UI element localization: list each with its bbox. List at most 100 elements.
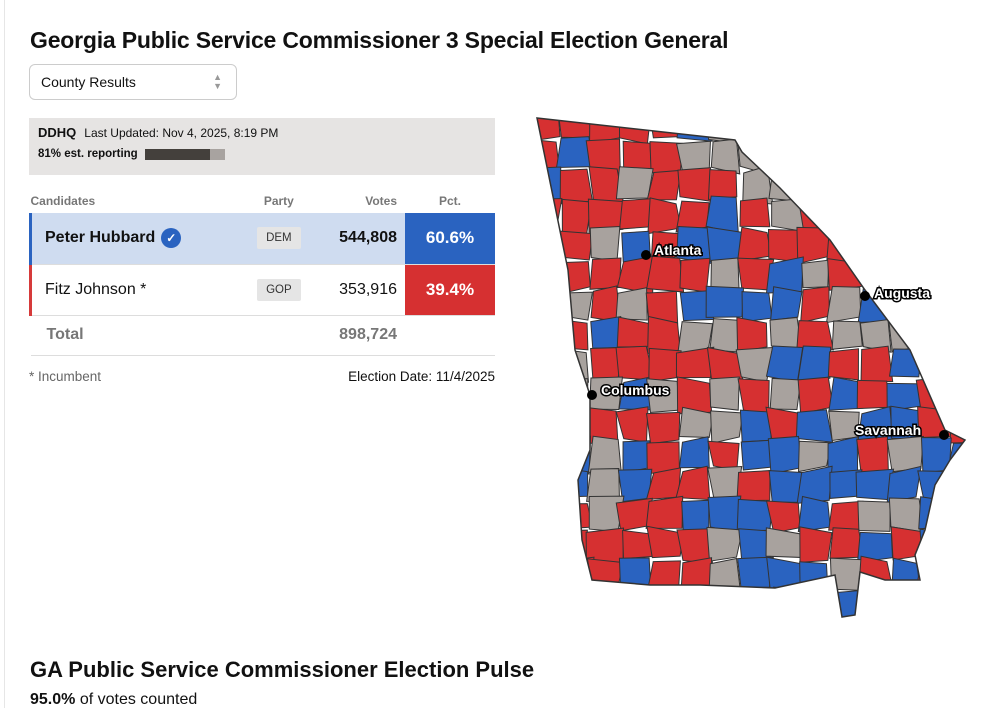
county[interactable] [948,348,970,384]
county[interactable] [827,197,863,234]
county[interactable] [828,135,860,173]
county[interactable] [856,168,888,204]
county[interactable] [532,256,564,291]
county[interactable] [796,590,835,623]
county[interactable] [796,619,827,630]
county[interactable] [677,616,709,630]
county[interactable] [706,587,739,620]
county[interactable] [915,557,952,588]
county[interactable] [736,316,768,353]
county[interactable] [887,621,919,630]
county[interactable] [649,588,685,618]
county[interactable] [650,231,683,265]
county[interactable] [736,470,771,502]
county[interactable] [946,376,970,413]
county[interactable] [739,197,771,228]
county[interactable] [556,230,594,261]
county[interactable] [615,406,649,443]
county[interactable] [646,525,684,559]
county[interactable] [646,255,685,293]
county[interactable] [615,166,654,200]
county[interactable] [771,197,805,232]
county[interactable] [799,526,833,563]
county[interactable] [888,316,923,353]
county[interactable] [857,586,892,622]
county[interactable] [887,168,923,203]
county[interactable] [860,345,894,382]
county[interactable] [856,379,890,410]
county[interactable] [796,138,832,171]
county[interactable] [797,110,833,145]
county[interactable] [856,138,889,174]
county[interactable] [556,261,591,295]
county[interactable] [647,315,681,355]
county[interactable] [557,435,592,475]
county[interactable] [706,226,744,262]
county[interactable] [562,291,594,321]
county[interactable] [678,406,715,439]
view-select[interactable]: County Results ▲ ▼ [29,64,237,100]
county[interactable] [797,376,834,415]
county[interactable] [706,526,744,562]
county[interactable] [947,532,970,563]
county[interactable] [679,257,711,293]
county[interactable] [710,138,741,175]
county[interactable] [831,320,863,350]
county[interactable] [707,169,738,201]
county[interactable] [950,319,970,355]
county[interactable] [825,286,862,324]
county[interactable] [918,496,953,530]
county[interactable] [530,225,558,260]
county[interactable] [827,348,859,381]
county[interactable] [891,260,918,289]
county[interactable] [885,589,922,620]
county[interactable] [675,140,711,173]
county[interactable] [886,435,924,473]
county[interactable] [945,166,970,203]
county[interactable] [556,406,592,441]
county[interactable] [919,195,953,231]
county[interactable] [800,286,830,324]
county[interactable] [947,557,970,595]
county[interactable] [885,110,924,141]
county[interactable] [646,560,681,594]
county[interactable] [946,110,970,142]
county[interactable] [857,500,891,532]
county[interactable] [530,436,564,471]
county[interactable] [681,499,710,533]
county[interactable] [677,167,712,202]
county[interactable] [856,436,889,474]
county[interactable] [796,465,833,504]
county[interactable] [587,589,623,624]
county[interactable] [587,435,622,475]
county[interactable] [530,347,564,378]
county[interactable] [532,287,564,322]
county[interactable] [797,495,831,533]
county[interactable] [770,113,805,143]
county[interactable] [742,165,774,205]
county[interactable] [680,557,713,592]
county[interactable] [736,137,771,175]
county[interactable] [919,528,951,563]
county[interactable] [617,619,649,630]
county[interactable] [563,620,590,630]
county[interactable] [740,586,774,618]
county[interactable] [765,345,804,383]
county[interactable] [765,500,801,534]
county[interactable] [646,169,682,201]
county[interactable] [798,440,832,473]
county[interactable] [561,198,593,235]
county[interactable] [559,585,590,619]
county[interactable] [645,495,684,529]
county[interactable] [768,165,800,202]
county[interactable] [738,110,771,139]
county[interactable] [647,197,682,235]
county[interactable] [827,169,865,198]
county[interactable] [559,378,589,412]
county[interactable] [675,465,711,501]
county[interactable] [947,227,970,262]
county[interactable] [767,435,803,475]
county[interactable] [915,588,954,620]
county[interactable] [796,320,835,351]
county[interactable] [678,436,710,469]
